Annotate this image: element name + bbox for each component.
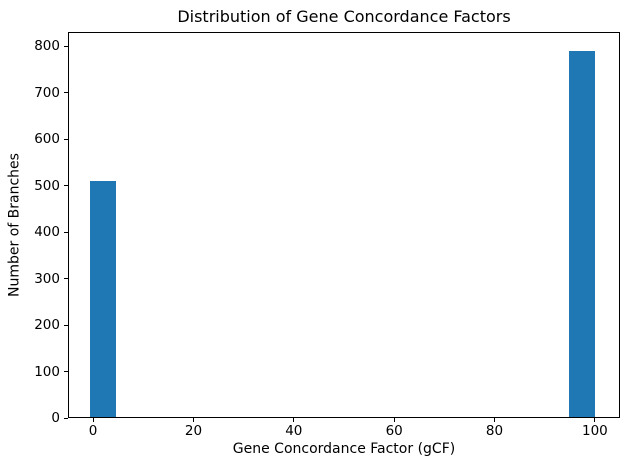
x-tick-mark bbox=[193, 418, 194, 422]
x-tick-mark bbox=[92, 418, 94, 422]
x-tick-mark bbox=[293, 418, 295, 422]
y-tick-mark bbox=[64, 92, 68, 93]
y-tick-label: 300 bbox=[34, 270, 60, 287]
y-tick-mark bbox=[64, 278, 68, 279]
y-tick-label: 500 bbox=[34, 177, 60, 194]
histogram-bar bbox=[90, 180, 117, 418]
x-tick-label: 100 bbox=[582, 422, 608, 439]
y-tick-label: 100 bbox=[34, 363, 60, 380]
x-axis-label: Gene Concordance Factor (gCF) bbox=[232, 441, 456, 457]
y-tick-mark bbox=[64, 185, 68, 186]
x-tick-label: 60 bbox=[385, 422, 403, 439]
y-tick-label: 700 bbox=[34, 84, 60, 101]
histogram-bar bbox=[569, 50, 596, 418]
chart-title: Distribution of Gene Concordance Factors bbox=[177, 7, 511, 26]
x-tick-mark bbox=[494, 418, 495, 422]
y-tick-label: 0 bbox=[51, 410, 60, 426]
x-tick-mark bbox=[393, 418, 395, 422]
plot-area bbox=[68, 32, 620, 418]
y-tick-mark bbox=[64, 417, 68, 419]
y-tick-label: 400 bbox=[34, 224, 60, 240]
y-tick-label: 800 bbox=[34, 38, 60, 54]
x-tick-label: 20 bbox=[184, 422, 203, 439]
y-tick-label: 200 bbox=[34, 317, 60, 333]
x-tick-label: 0 bbox=[88, 422, 98, 439]
y-tick-mark bbox=[64, 45, 68, 47]
y-tick-mark bbox=[64, 138, 68, 140]
x-tick-label: 40 bbox=[285, 422, 303, 439]
x-tick-mark bbox=[594, 418, 596, 422]
y-tick-label: 600 bbox=[34, 131, 60, 147]
y-tick-mark bbox=[64, 371, 68, 372]
y-tick-mark bbox=[64, 324, 68, 326]
x-tick-label: 80 bbox=[485, 422, 504, 439]
y-tick-mark bbox=[64, 231, 68, 233]
